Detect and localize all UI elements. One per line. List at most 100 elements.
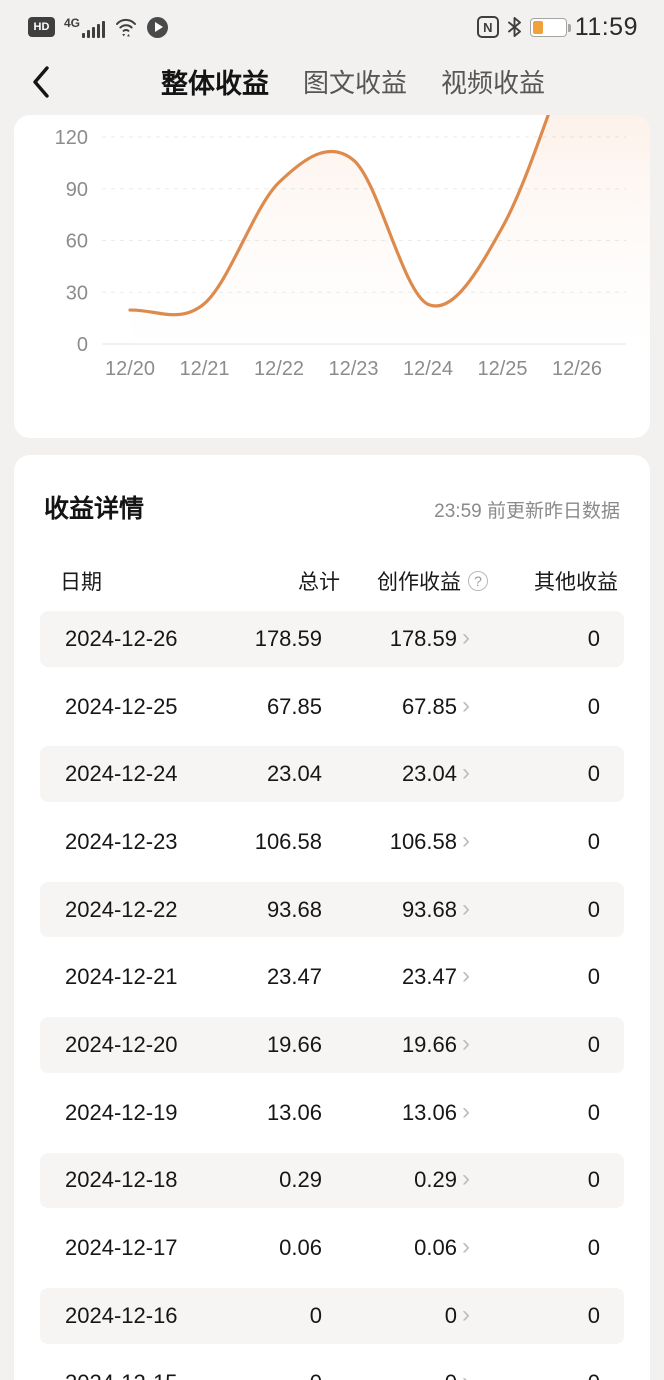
row-total: 23.04 bbox=[266, 761, 322, 787]
row-creation-value: 67.85 bbox=[401, 693, 457, 719]
row-total: 23.47 bbox=[266, 964, 322, 990]
row-creation-value: 23.47 bbox=[401, 964, 457, 990]
wifi-icon bbox=[114, 17, 138, 37]
row-total: 0 bbox=[309, 1302, 322, 1328]
row-creation-value: 19.66 bbox=[401, 1031, 457, 1057]
chart-x-axis-labels: 12/20 12/21 12/22 12/23 12/24 12/25 12/26 bbox=[105, 358, 602, 380]
row-creation-link[interactable]: 0 › bbox=[322, 1300, 470, 1329]
row-date: 2024-12-21 bbox=[65, 964, 178, 990]
details-header: 收益详情 23:59 前更新昨日数据 bbox=[14, 481, 650, 525]
svg-text:90: 90 bbox=[66, 179, 88, 201]
chevron-right-icon: › bbox=[462, 691, 470, 719]
row-band: 2024-12-23 106.58 106.58 › 0 bbox=[40, 814, 624, 870]
row-other: 0 bbox=[587, 1167, 600, 1193]
row-creation-value: 0.29 bbox=[414, 1167, 457, 1193]
earnings-table-row: 2024-12-26 178.59 178.59 › 0 bbox=[40, 611, 624, 675]
media-app-status-icon bbox=[147, 16, 169, 38]
network-type-label: 4G bbox=[64, 15, 81, 30]
status-bar: HD 4G N 11:59 bbox=[0, 0, 664, 48]
row-other: 0 bbox=[587, 896, 600, 922]
column-header-creation: 创作收益 ? bbox=[340, 566, 488, 596]
earnings-details-card: 收益详情 23:59 前更新昨日数据 日期 总计 创作收益 ? 其他收益 202… bbox=[14, 455, 650, 1380]
row-creation-value: 93.68 bbox=[401, 896, 457, 922]
update-note: 23:59 前更新昨日数据 bbox=[434, 501, 620, 522]
bluetooth-icon bbox=[507, 17, 521, 37]
row-creation-link[interactable]: 13.06 › bbox=[322, 1099, 470, 1126]
row-other: 0 bbox=[587, 964, 600, 990]
row-date: 2024-12-24 bbox=[65, 761, 178, 787]
row-creation-link[interactable]: 0 › bbox=[322, 1370, 470, 1380]
creation-header-label: 创作收益 bbox=[377, 571, 461, 594]
row-other: 0 bbox=[587, 693, 600, 719]
chevron-right-icon: › bbox=[462, 623, 470, 651]
row-date: 2024-12-19 bbox=[65, 1099, 178, 1125]
row-date: 2024-12-23 bbox=[65, 828, 178, 854]
svg-text:12/20: 12/20 bbox=[105, 358, 155, 380]
row-creation-link[interactable]: 23.04 › bbox=[322, 761, 470, 787]
row-creation-link[interactable]: 19.66 › bbox=[322, 1029, 470, 1058]
svg-text:0: 0 bbox=[77, 334, 88, 356]
svg-text:12/25: 12/25 bbox=[477, 358, 527, 380]
row-total: 0.06 bbox=[279, 1235, 322, 1261]
chevron-right-icon: › bbox=[462, 1300, 470, 1328]
row-other: 0 bbox=[470, 1370, 600, 1380]
help-icon[interactable]: ? bbox=[468, 571, 488, 591]
row-creation-link[interactable]: 0.29 › bbox=[322, 1167, 470, 1193]
svg-text:60: 60 bbox=[66, 231, 88, 253]
earnings-table-row: 2024-12-21 23.47 23.47 › 0 bbox=[40, 949, 624, 1013]
hd-volte-icon: HD bbox=[28, 17, 55, 37]
row-other: 0 bbox=[587, 1031, 600, 1057]
row-creation-link[interactable]: 93.68 › bbox=[322, 896, 470, 923]
tab-1[interactable]: 图文收益 bbox=[303, 62, 407, 101]
earnings-table-row: 2024-12-19 13.06 13.06 › 0 bbox=[40, 1085, 624, 1149]
row-creation-link[interactable]: 67.85 › bbox=[322, 691, 470, 720]
earnings-table-row: 2024-12-15 0 0 › 0 bbox=[40, 1356, 624, 1380]
column-header-total: 总计 bbox=[298, 571, 340, 594]
back-button[interactable] bbox=[30, 62, 64, 102]
chart-line bbox=[128, 115, 550, 317]
chart-y-axis-labels: 0 30 60 90 120 bbox=[55, 127, 88, 356]
row-date: 2024-12-25 bbox=[65, 693, 178, 719]
tab-2[interactable]: 视频收益 bbox=[441, 62, 545, 101]
svg-text:12/24: 12/24 bbox=[403, 358, 453, 380]
chevron-right-icon: › bbox=[462, 1029, 470, 1057]
svg-text:12/26: 12/26 bbox=[552, 358, 602, 380]
earnings-table-row: 2024-12-17 0.06 0.06 › 0 bbox=[40, 1220, 624, 1284]
row-other: 0 bbox=[587, 1099, 600, 1125]
tab-0-active[interactable]: 整体收益 bbox=[161, 62, 269, 101]
svg-text:12/22: 12/22 bbox=[254, 358, 304, 380]
row-creation-link[interactable]: 23.47 › bbox=[322, 964, 470, 990]
chevron-right-icon: › bbox=[462, 1233, 470, 1261]
earnings-table-row: 2024-12-18 0.29 0.29 › 0 bbox=[40, 1152, 624, 1217]
row-creation-link[interactable]: 106.58 › bbox=[322, 828, 470, 855]
row-band: 2024-12-17 0.06 0.06 › 0 bbox=[40, 1220, 624, 1276]
row-band: 2024-12-26 178.59 178.59 › 0 bbox=[40, 611, 624, 667]
back-chevron-icon bbox=[33, 65, 49, 98]
earnings-table-row: 2024-12-16 0 0 › 0 bbox=[40, 1287, 624, 1352]
row-creation-value: 13.06 bbox=[401, 1099, 457, 1125]
row-total: 13.06 bbox=[266, 1099, 322, 1125]
row-other: 0 bbox=[587, 761, 600, 787]
earnings-table-row: 2024-12-25 67.85 67.85 › 0 bbox=[40, 679, 624, 743]
chevron-right-icon: › bbox=[462, 1165, 470, 1193]
row-date: 2024-12-26 bbox=[65, 625, 178, 651]
top-nav: 整体收益 图文收益 视频收益 bbox=[0, 48, 664, 115]
earnings-table-row: 2024-12-24 23.04 23.04 › 0 bbox=[40, 746, 624, 810]
battery-icon bbox=[529, 17, 571, 37]
earnings-table-row: 2024-12-22 93.68 93.68 › 0 bbox=[40, 881, 624, 946]
row-total: 0 bbox=[227, 1370, 322, 1380]
row-band: 2024-12-19 13.06 13.06 › 0 bbox=[40, 1085, 624, 1141]
earnings-table-row: 2024-12-23 106.58 106.58 › 0 bbox=[40, 814, 624, 878]
row-creation-link[interactable]: 0.06 › bbox=[322, 1235, 470, 1261]
row-creation-value: 0 bbox=[445, 1370, 457, 1380]
signal-bars-icon bbox=[82, 20, 106, 38]
row-date: 2024-12-16 bbox=[65, 1302, 178, 1328]
svg-text:12/21: 12/21 bbox=[179, 358, 229, 380]
earnings-table-row: 2024-12-20 19.66 19.66 › 0 bbox=[40, 1017, 624, 1081]
earnings-table: 2024-12-26 178.59 178.59 › 0 2024-12-25 … bbox=[40, 611, 624, 1380]
column-header-other: 其他收益 bbox=[534, 571, 618, 594]
chevron-right-icon: › bbox=[462, 962, 470, 990]
row-creation-link[interactable]: 178.59 › bbox=[322, 623, 470, 652]
column-header-date: 日期 bbox=[60, 571, 102, 594]
